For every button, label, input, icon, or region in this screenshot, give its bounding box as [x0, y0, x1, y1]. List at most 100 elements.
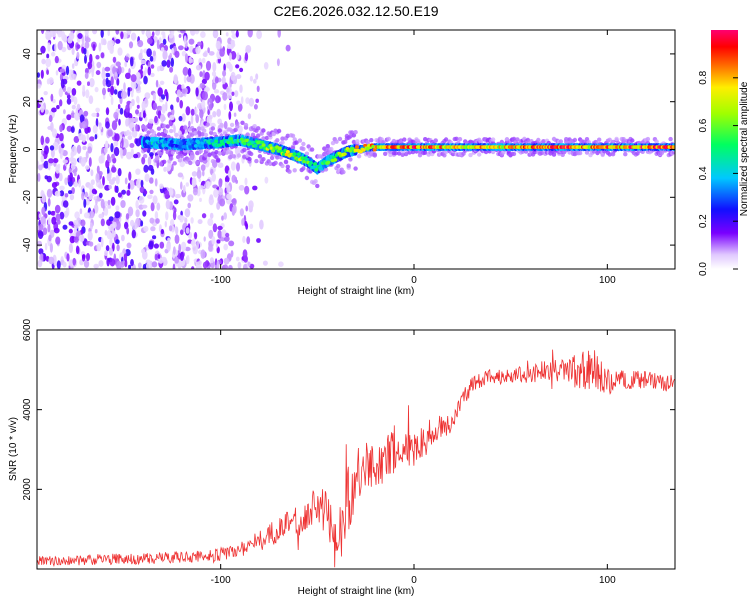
noise-mark: [277, 30, 281, 38]
noise-mark: [248, 200, 254, 210]
noise-mark: [91, 188, 97, 195]
noise-mark: [168, 33, 174, 39]
noise-mark: [207, 47, 210, 54]
noise-mark: [179, 161, 185, 168]
spectrogram-axes: -100 0 100 -40 -20 0 20 40: [22, 30, 675, 286]
noise-mark: [230, 161, 236, 171]
noise-mark: [202, 170, 205, 177]
noise-mark: [85, 198, 90, 206]
noise-mark: [134, 117, 139, 123]
spectrogram-xlabel: Height of straight line (km): [298, 286, 415, 297]
ridge-halo: [271, 131, 276, 137]
ridge-mark: [285, 150, 290, 154]
noise-mark: [135, 168, 141, 175]
noise-mark: [70, 157, 77, 167]
noise-mark: [106, 153, 110, 162]
noise-mark: [146, 30, 152, 38]
noise-mark: [156, 202, 161, 211]
spectrogram-y-tick-label: -20: [22, 190, 33, 205]
noise-mark: [92, 124, 98, 134]
snr-marks: [37, 349, 675, 568]
noise-mark: [54, 43, 57, 52]
noise-mark: [157, 87, 163, 97]
noise-mark: [169, 114, 175, 121]
noise-mark: [127, 87, 131, 97]
ridge-halo: [257, 154, 263, 159]
noise-mark: [226, 43, 231, 50]
noise-mark: [120, 90, 127, 99]
noise-mark: [87, 146, 92, 154]
ridge-halo: [273, 160, 278, 166]
noise-mark: [239, 208, 244, 217]
noise-mark: [140, 179, 144, 188]
noise-mark: [177, 172, 184, 178]
colorbar-tick-label: 0.8: [698, 70, 709, 84]
noise-mark: [135, 209, 140, 218]
noise-mark: [180, 241, 187, 252]
noise-mark: [45, 136, 50, 144]
ridge-halo: [269, 155, 275, 161]
noise-mark: [191, 266, 195, 269]
noise-mark: [117, 192, 122, 198]
ridge-halo: [558, 139, 564, 144]
noise-mark: [50, 210, 57, 216]
noise-mark: [51, 51, 56, 57]
noise-mark: [76, 44, 81, 49]
noise-mark: [115, 239, 120, 245]
ridge-mark: [179, 141, 183, 146]
noise-mark: [85, 89, 90, 99]
ridge-halo: [423, 150, 428, 155]
ridge-halo: [341, 169, 346, 175]
noise-mark: [51, 128, 58, 138]
noise-mark: [245, 97, 250, 104]
noise-mark: [154, 115, 158, 124]
ridge-halo: [423, 137, 428, 142]
noise-mark: [95, 198, 98, 206]
noise-mark: [61, 64, 66, 70]
ridge-mark: [221, 142, 225, 146]
ridge-halo: [614, 136, 619, 142]
ridge-halo: [301, 166, 306, 171]
snr-x-tick-label: 100: [599, 575, 616, 586]
noise-mark: [237, 261, 242, 269]
ridge-halo: [329, 146, 334, 152]
noise-mark: [187, 67, 192, 77]
noise-mark: [167, 242, 171, 252]
noise-mark: [136, 104, 140, 109]
noise-mark: [170, 57, 174, 67]
noise-mark: [130, 219, 135, 227]
noise-mark: [63, 210, 69, 218]
noise-mark: [80, 219, 86, 227]
noise-mark: [109, 237, 113, 247]
noise-mark: [252, 185, 258, 191]
ridge-halo: [261, 157, 266, 162]
noise-mark: [40, 155, 45, 163]
noise-mark: [212, 30, 219, 39]
ridge-halo: [151, 130, 156, 135]
noise-mark: [48, 114, 53, 123]
ridge-halo: [499, 139, 504, 145]
noise-mark: [226, 193, 232, 200]
ridge-mark: [313, 162, 317, 166]
ridge-halo: [198, 148, 203, 154]
ridge-halo: [301, 146, 306, 152]
noise-mark: [151, 31, 155, 37]
noise-mark: [108, 185, 112, 190]
noise-mark: [164, 189, 170, 200]
noise-mark: [62, 224, 68, 230]
noise-mark: [94, 229, 98, 234]
noise-mark: [146, 262, 152, 269]
noise-mark: [104, 250, 108, 257]
ridge-halo: [196, 130, 202, 136]
ridge-halo: [275, 138, 280, 143]
ridge-halo: [454, 136, 459, 141]
noise-mark: [195, 87, 199, 97]
noise-mark: [66, 94, 71, 100]
noise-mark: [53, 158, 59, 164]
ridge-halo: [254, 158, 259, 164]
noise-mark: [240, 96, 244, 104]
ridge-halo: [396, 151, 402, 156]
ridge-halo: [334, 139, 339, 144]
noise-mark: [178, 34, 182, 38]
noise-mark: [146, 48, 152, 57]
